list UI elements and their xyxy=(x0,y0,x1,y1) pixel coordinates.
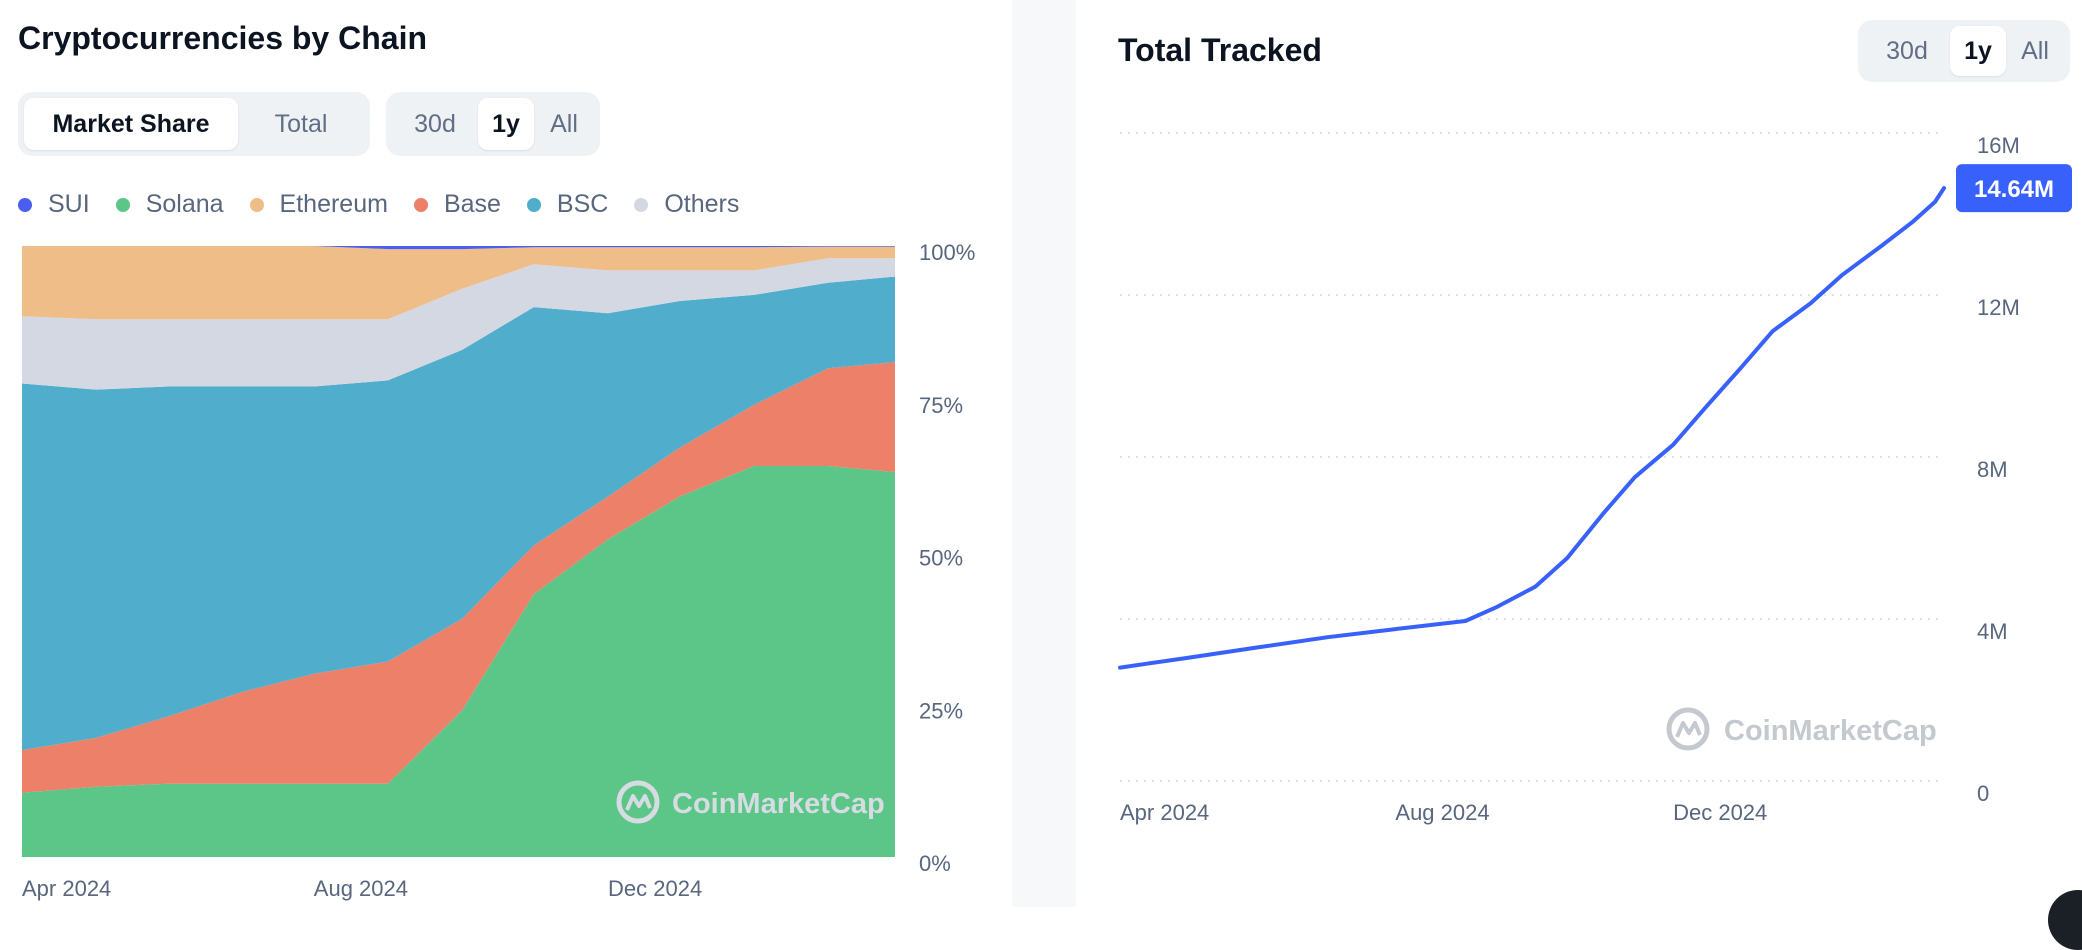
gridlines xyxy=(1120,132,1942,782)
total-tracked-line xyxy=(1118,186,1946,670)
legend-dot xyxy=(634,197,649,212)
legend-label: Ethereum xyxy=(279,190,388,218)
y-tick-label: 4M xyxy=(1977,619,2008,644)
watermark-text: CoinMarketCap xyxy=(1724,715,1937,747)
x-axis: Apr 2024 Aug 2024 Dec 2024 xyxy=(1120,800,1767,825)
legend-label: Base xyxy=(443,190,501,218)
area-series-solana xyxy=(22,466,895,857)
panel-title: Total Tracked xyxy=(1118,32,1322,68)
y-tick-label: 75% xyxy=(919,393,963,418)
legend-item-ethereum[interactable]: Ethereum xyxy=(249,190,388,219)
range-1y-button[interactable]: 1y xyxy=(478,98,534,150)
y-tick-label: 100% xyxy=(919,240,975,265)
y-tick-label: 12M xyxy=(1977,295,2020,320)
x-tick-label: Aug 2024 xyxy=(314,876,408,901)
range-toggle: 30d 1y All xyxy=(1858,20,2070,82)
y-tick-label: 0 xyxy=(1977,781,1989,806)
range-all-button[interactable]: All xyxy=(550,109,578,138)
y-axis: 100% 75% 50% 25% 0% xyxy=(919,240,975,876)
legend-item-solana[interactable]: Solana xyxy=(115,190,224,219)
line-chart: CoinMarketCap 16M 12M 8M 4M 0 Apr 2024 Aug 20… xyxy=(1118,132,2072,825)
area-series-sui xyxy=(22,246,895,250)
stacked-area-chart: CoinMarketCap 100% 75% 50% 25% 0% Apr 2024 Au… xyxy=(22,240,975,901)
range-1y-button[interactable]: 1y xyxy=(1950,26,2006,76)
range-30d-button[interactable]: 30d xyxy=(414,109,456,138)
total-tab[interactable]: Total xyxy=(274,109,328,138)
current-value-label: 14.64M xyxy=(1974,176,2054,203)
legend-dot xyxy=(526,197,541,212)
watermark-text: CoinMarketCap xyxy=(672,788,885,820)
x-tick-label: Dec 2024 xyxy=(608,876,702,901)
market-share-panel: Cryptocurrencies by Chain Market Share T… xyxy=(0,0,1012,907)
legend-label: BSC xyxy=(556,190,609,218)
range-toggle: 30d 1y All xyxy=(386,92,600,156)
legend-label: SUI xyxy=(48,190,90,218)
coinmarketcap-logo-icon xyxy=(616,780,660,824)
legend-item-bsc[interactable]: BSC xyxy=(526,190,609,219)
panel-title: Cryptocurrencies by Chain xyxy=(18,20,427,56)
x-axis: Apr 2024 Aug 2024 Dec 2024 xyxy=(22,876,702,901)
legend-dot xyxy=(115,197,130,212)
area-series-ethereum xyxy=(22,246,895,320)
coinmarketcap-logo-mark xyxy=(1675,721,1702,738)
legend-label: Others xyxy=(664,190,740,218)
x-tick-label: Apr 2024 xyxy=(1120,800,1209,825)
range-all-button[interactable]: All xyxy=(2021,36,2049,65)
legend-dot xyxy=(18,197,32,212)
panel-divider xyxy=(1012,0,1076,907)
watermark: CoinMarketCap xyxy=(616,780,885,824)
x-tick-label: Dec 2024 xyxy=(1673,800,1767,825)
line-series xyxy=(1118,186,1946,670)
current-value-badge: 14.64M xyxy=(1956,164,2072,213)
legend-dot xyxy=(249,197,264,212)
area-series-base xyxy=(22,362,895,793)
legend-dot xyxy=(413,197,428,212)
legend-item-base[interactable]: Base xyxy=(413,190,501,219)
y-tick-label: 50% xyxy=(919,546,963,571)
range-30d-button[interactable]: 30d xyxy=(1886,36,1928,65)
y-tick-label: 0% xyxy=(919,851,951,876)
x-tick-label: Aug 2024 xyxy=(1395,800,1489,825)
watermark: CoinMarketCap xyxy=(1666,707,1937,751)
view-toggle: Market Share Total xyxy=(18,92,370,156)
market-share-tab[interactable]: Market Share xyxy=(24,98,238,150)
y-tick-label: 8M xyxy=(1977,457,2008,482)
legend-item-sui[interactable]: SUI xyxy=(18,190,90,219)
area-series-bsc xyxy=(22,276,895,751)
chart-legend: SUI Solana Ethereum Base BSC Others xyxy=(18,190,765,219)
y-tick-label: 16M xyxy=(1977,133,2020,158)
total-tracked-panel: Total Tracked 30d 1y All xyxy=(1076,0,2082,907)
legend-label: Solana xyxy=(145,190,224,218)
area-series-others xyxy=(22,258,895,390)
current-value-badge-bg xyxy=(1956,164,2072,213)
y-tick-label: 25% xyxy=(919,698,963,723)
coinmarketcap-logo-icon xyxy=(1666,707,1710,751)
coinmarketcap-logo-mark xyxy=(625,794,652,811)
area-layers xyxy=(22,246,895,857)
legend-item-others[interactable]: Others xyxy=(634,190,739,219)
x-tick-label: Apr 2024 xyxy=(22,876,111,901)
y-axis: 16M 12M 8M 4M 0 xyxy=(1977,133,2020,806)
